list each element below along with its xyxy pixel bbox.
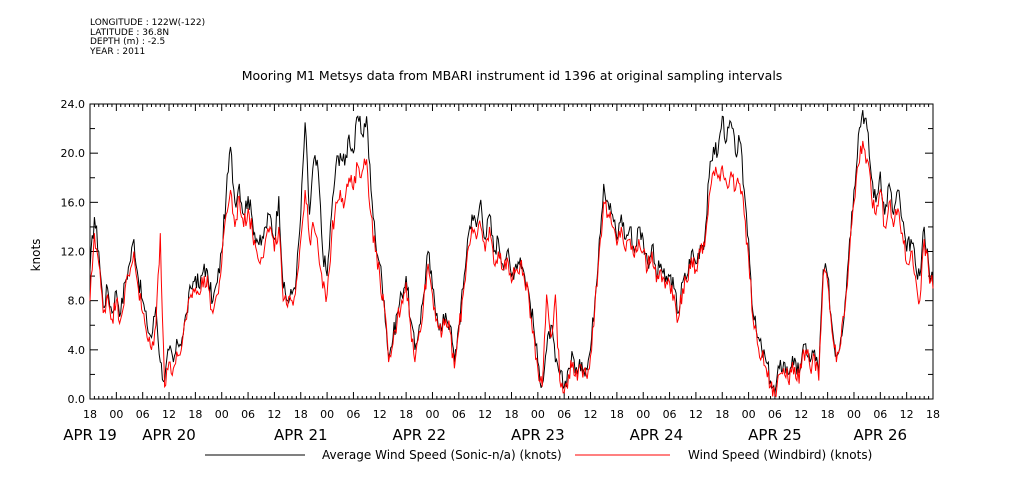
- legend-label-windbird: Wind Speed (Windbird) (knots): [688, 448, 872, 462]
- x-tick-label: 12: [584, 408, 598, 421]
- date-label: APR 26: [854, 426, 908, 444]
- date-label: APR 20: [142, 426, 196, 444]
- x-tick-label: 18: [821, 408, 835, 421]
- x-tick-label: 12: [162, 408, 176, 421]
- x-tick-label: 18: [294, 408, 308, 421]
- y-tick-label: 20.0: [61, 147, 86, 160]
- series-lines: [89, 110, 934, 398]
- date-label: APR 22: [393, 426, 447, 444]
- legend-label-avg-wind: Average Wind Speed (Sonic-n/a) (knots): [322, 448, 562, 462]
- y-tick-label: 24.0: [61, 98, 86, 111]
- x-tick-label: 12: [689, 408, 703, 421]
- x-tick-label: 12: [373, 408, 387, 421]
- x-tick-label: 06: [241, 408, 255, 421]
- x-tick-label: 06: [768, 408, 782, 421]
- y-axis-label: knots: [29, 239, 43, 272]
- date-label: APR 21: [274, 426, 328, 444]
- legend: Average Wind Speed (Sonic-n/a) (knots) W…: [205, 448, 872, 462]
- y-tick-label: 16.0: [61, 196, 86, 209]
- series-line-avg-wind: [89, 110, 934, 393]
- x-tick-label: 00: [847, 408, 861, 421]
- x-tick-label: 06: [136, 408, 150, 421]
- metadata-block: LONGITUDE : 122W(-122) LATITUDE : 36.8N …: [90, 18, 206, 57]
- x-tick-label: 00: [109, 408, 123, 421]
- axis-ticks: [89, 103, 934, 400]
- y-tick-label: 4.0: [68, 344, 86, 357]
- x-tick-labels: 18 00 06 12 18 00 06 12 18 00 06 12 18 00 06 12 18 00 06 12…: [83, 408, 940, 421]
- x-tick-label: 12: [267, 408, 281, 421]
- x-tick-label: 18: [83, 408, 97, 421]
- x-tick-label: 06: [452, 408, 466, 421]
- x-tick-label: 12: [900, 408, 914, 421]
- depth-text: DEPTH (m) : -2.5: [90, 37, 166, 47]
- date-label: APR 23: [511, 426, 565, 444]
- y-tick-label: 0.0: [68, 393, 86, 406]
- x-tick-label: 12: [794, 408, 808, 421]
- series-line-windbird: [89, 140, 934, 398]
- x-tick-label: 18: [715, 408, 729, 421]
- x-tick-label: 00: [320, 408, 334, 421]
- x-tick-label: 18: [926, 408, 940, 421]
- x-tick-label: 06: [663, 408, 677, 421]
- x-tick-label: 00: [742, 408, 756, 421]
- chart-title: Mooring M1 Metsys data from MBARI instru…: [242, 68, 783, 83]
- x-tick-label: 06: [557, 408, 571, 421]
- y-tick-labels: 0.0 4.0 8.0 12.0 16.0 20.0 24.0: [61, 98, 86, 406]
- date-labels: APR 19 APR 20 APR 21 APR 22 APR 23 APR 24 APR …: [63, 426, 907, 444]
- y-tick-label: 12.0: [61, 246, 86, 259]
- date-label: APR 19: [63, 426, 117, 444]
- x-tick-label: 00: [215, 408, 229, 421]
- x-tick-label: 12: [478, 408, 492, 421]
- x-tick-label: 18: [505, 408, 519, 421]
- year-text: YEAR : 2011: [90, 46, 146, 57]
- date-label: APR 24: [630, 426, 684, 444]
- latitude-text: LATITUDE : 36.8N: [90, 27, 170, 38]
- y-tick-label: 8.0: [68, 295, 86, 308]
- longitude-text: LONGITUDE : 122W(-122): [90, 18, 206, 28]
- x-tick-label: 18: [188, 408, 202, 421]
- x-tick-label: 06: [873, 408, 887, 421]
- x-tick-label: 00: [636, 408, 650, 421]
- x-tick-label: 18: [399, 408, 413, 421]
- x-tick-label: 06: [346, 408, 360, 421]
- x-tick-label: 00: [531, 408, 545, 421]
- date-label: APR 25: [748, 426, 802, 444]
- x-tick-label: 00: [425, 408, 439, 421]
- x-tick-label: 18: [610, 408, 624, 421]
